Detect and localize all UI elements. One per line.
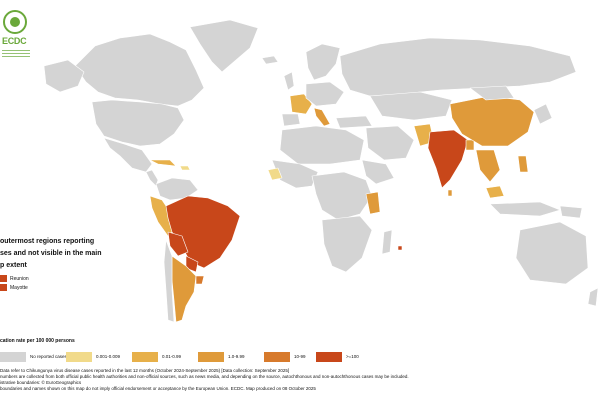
ecdc-logo-mark-icon [3,10,27,34]
country-alaska [43,59,85,93]
country-bangladesh [465,139,475,151]
outermost-title-line: ses and not visible in the main [0,250,102,257]
country-kenya [365,191,381,215]
country-southern-africa [321,215,373,273]
country-russia [339,37,577,97]
legend-label: 1.0-9.99 [228,354,245,359]
country-brazil [165,195,241,269]
legend-label: >=100 [346,354,359,359]
legend-swatch [198,352,224,362]
country-central-europe [305,81,345,107]
country-scandinavia [305,43,341,81]
legend-swatch [264,352,290,362]
outermost-item-label: Reunion [10,276,29,282]
ecdc-logo: ECDC [2,8,30,60]
country-spain [281,113,301,127]
country-madagascar [381,229,393,255]
outermost-item-reunion: Reunion [0,275,29,283]
country-sri-lanka [447,189,453,197]
country-north-africa [279,125,365,165]
country-india [427,129,469,189]
legend-label: 0.001-0.009 [96,354,121,359]
footnote-line: Data refer to Chikungunya virus disease … [0,368,290,373]
country-new-zealand [587,287,599,307]
reunion-swatch [0,275,7,283]
country-canada [74,33,205,107]
footnote-line: istrative boundaries: © EuroGeographics [0,380,82,385]
legend-swatch [0,352,26,362]
ecdc-logo-subtext [2,48,30,58]
country-caribbean [179,165,191,171]
country-horn-africa [361,159,395,185]
country-australia [515,221,589,285]
country-middle-east [365,125,415,161]
outermost-title-line: p extent [0,262,27,269]
country-chile [163,239,175,323]
country-turkey [335,115,373,129]
country-italy [313,107,331,127]
country-iceland [261,55,279,65]
outermost-title-line: outermost regions reporting [0,238,95,245]
country-uk [283,71,295,91]
ecdc-logo-text: ECDC [2,36,27,46]
legend-label: 10-99 [294,354,306,359]
country-greenland [189,19,259,73]
country-korea-japan [533,103,553,125]
country-france [289,93,313,115]
country-central-africa [311,171,373,221]
outermost-item-label: Mayotte [10,285,28,291]
country-malaysia [485,185,505,199]
legend-swatch [132,352,158,362]
country-central-asia [369,91,453,121]
legend-swatch [316,352,342,362]
country-colombia-venezuela [155,177,199,201]
country-west-africa [271,159,319,189]
legend-label: 0.01-0.99 [162,354,182,359]
country-paraguay [185,255,199,273]
country-mauritius [397,245,403,251]
country-cuba [149,159,177,167]
country-philippines [517,155,529,173]
footnote-line: boundaries and names shown on this map d… [0,386,316,391]
outermost-regions-title: outermost regions reporting ses and not … [0,236,120,272]
country-usa [91,99,185,147]
legend-title: cation rate per 100 000 persons [0,338,75,344]
country-uruguay [195,275,205,285]
country-senegal-mali [267,167,283,181]
country-bolivia [167,231,189,257]
mayotte-swatch [0,284,7,292]
footnote-line: numbers are collected from both official… [0,374,409,379]
country-argentina [171,255,197,323]
outermost-item-mayotte: Mayotte [0,284,28,292]
legend: No reported cases 0.001-0.009 0.01-0.99 … [0,351,600,363]
legend-label: No reported cases [30,354,67,359]
country-indonesia [489,201,561,217]
country-png [559,205,583,219]
country-indochina [475,149,501,183]
footnotes: Data refer to Chikungunya virus disease … [0,368,600,392]
country-central-america [145,169,159,187]
country-mongolia [469,85,515,101]
legend-swatch [66,352,92,362]
